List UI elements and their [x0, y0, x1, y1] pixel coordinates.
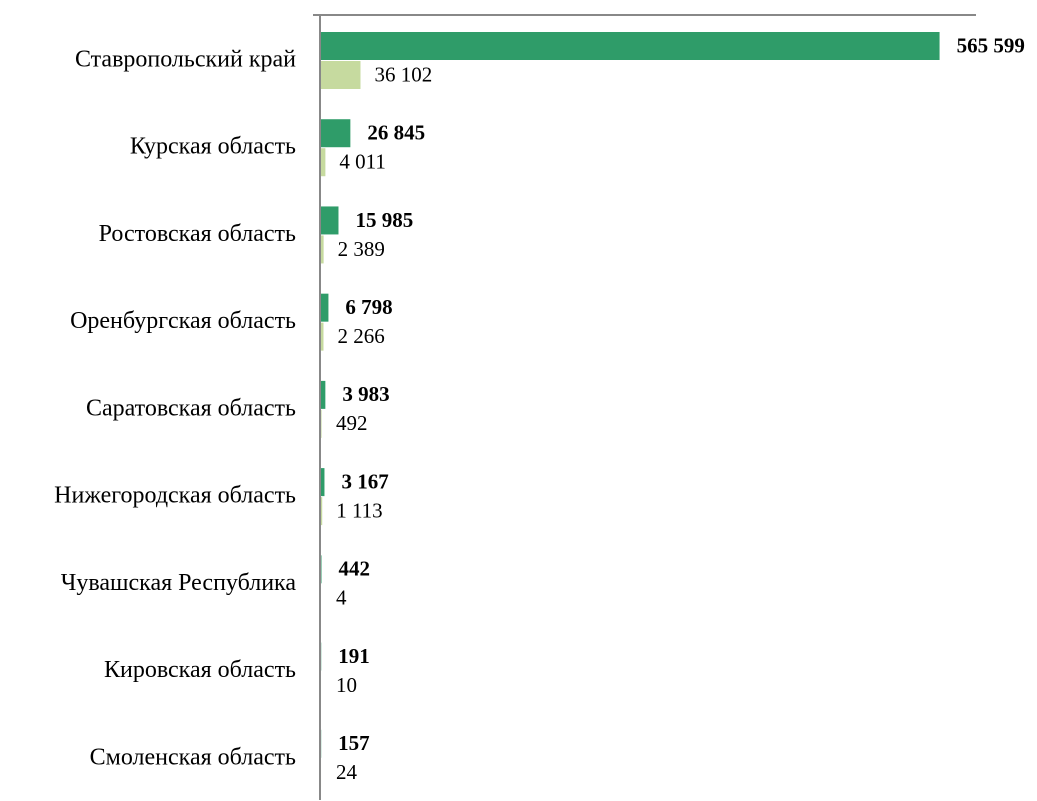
bar	[321, 380, 326, 409]
category-label: Саратовская область	[86, 395, 296, 421]
bar	[321, 148, 326, 177]
value-label: 3 167	[341, 469, 388, 493]
value-label: 2 389	[338, 237, 385, 261]
bar	[321, 409, 322, 438]
bar	[321, 119, 351, 148]
value-label: 442	[338, 557, 370, 581]
category-label: Курская область	[130, 134, 296, 160]
bar	[321, 322, 324, 351]
value-label: 6 798	[345, 295, 392, 319]
bar	[321, 32, 940, 60]
category-label: Ставропольский край	[75, 47, 296, 73]
value-label: 4	[336, 586, 347, 610]
value-label: 24	[336, 760, 358, 784]
bar	[321, 206, 339, 235]
category-label: Смоленская область	[90, 744, 296, 770]
bar	[321, 61, 361, 89]
value-label: 4 011	[339, 150, 385, 174]
value-label: 492	[336, 411, 368, 435]
value-label: 3 983	[342, 382, 389, 406]
category-label: Кировская область	[104, 657, 296, 683]
category-label: Нижегородская область	[54, 483, 296, 509]
value-label: 2 266	[337, 324, 384, 348]
value-label: 15 985	[355, 208, 413, 232]
bar	[321, 293, 329, 322]
value-label: 157	[338, 731, 370, 755]
bar	[321, 497, 323, 526]
value-label: 565 599	[957, 33, 1025, 57]
category-label: Ростовская область	[99, 221, 296, 247]
value-label: 10	[336, 673, 357, 697]
value-label: 1 113	[336, 498, 382, 522]
bar	[321, 235, 324, 264]
value-label: 26 845	[367, 121, 425, 145]
value-label: 191	[338, 644, 370, 668]
bar	[321, 468, 325, 497]
category-label: Чувашская Республика	[61, 570, 297, 596]
category-label: Оренбургская область	[70, 308, 296, 334]
value-label: 36 102	[374, 62, 432, 86]
